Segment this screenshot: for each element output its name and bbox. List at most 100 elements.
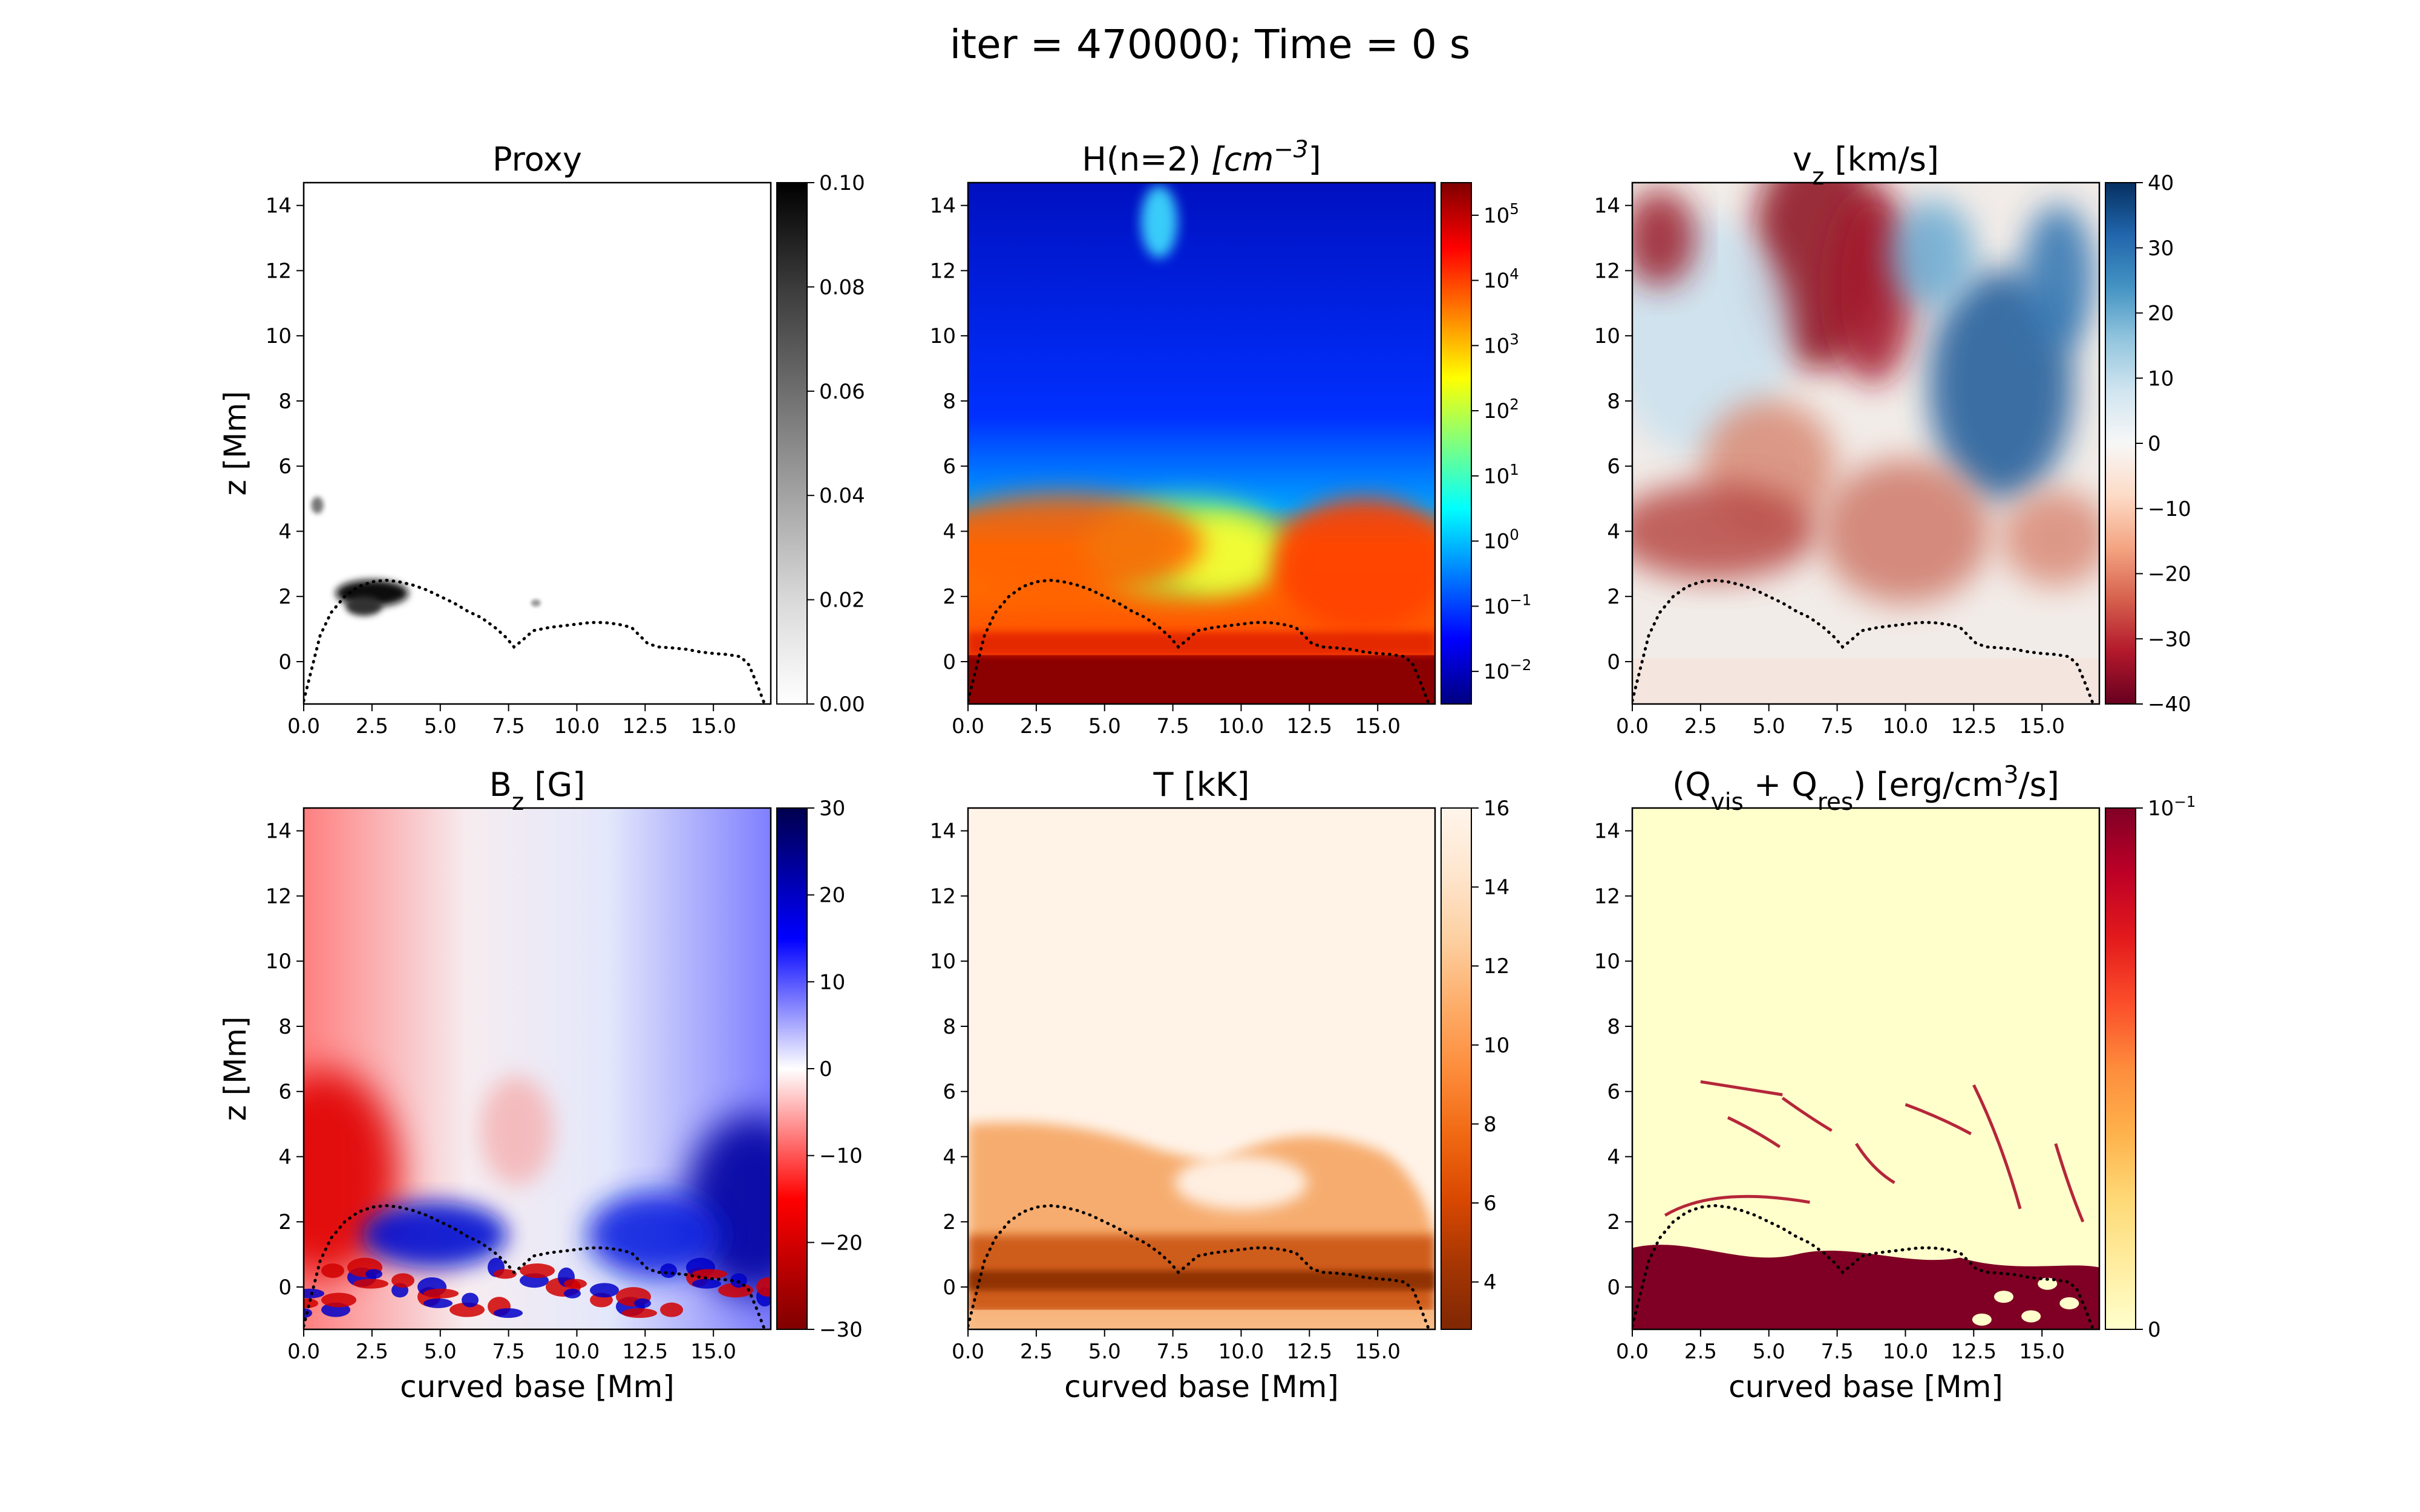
y-tick-label: 6	[278, 455, 292, 479]
colorbar-tick-label: −20	[2148, 562, 2191, 587]
panel-qheat: 0.0 2.5 5.0 7.5 10.0 12.5 15.0 0 2 4 6 8 10 12 14 (Qvis…	[1594, 761, 2196, 1405]
proxy-speck	[311, 497, 324, 514]
colorbar-tick-label: −40	[2148, 692, 2191, 717]
proxy-speck	[531, 599, 541, 607]
temp-title: T [kK]	[1153, 766, 1250, 804]
x-tick-label: 7.5	[1157, 1340, 1189, 1364]
bz-grain	[692, 1279, 721, 1289]
y-tick-label: 4	[1607, 520, 1620, 544]
bz-ylabel: z [Mm]	[218, 1017, 253, 1121]
hn2-base	[968, 655, 1435, 704]
proxy-colorbar	[776, 182, 808, 705]
qheat-background	[1632, 808, 2099, 1329]
y-tick-label: 6	[943, 1080, 956, 1104]
x-tick-label: 5.0	[1088, 714, 1121, 738]
vz-structure	[1632, 483, 1817, 580]
y-tick-label: 12	[266, 884, 292, 908]
y-tick-label: 10	[930, 324, 956, 348]
x-tick-label: 15.0	[690, 1340, 736, 1364]
y-tick-label: 2	[943, 585, 956, 609]
proxy-blob	[345, 596, 382, 616]
bz-grain	[462, 1292, 479, 1308]
x-tick-label: 7.5	[1157, 714, 1189, 738]
y-tick-label: 6	[1607, 1080, 1620, 1104]
qheat-current-sheet	[1972, 1084, 2022, 1210]
hn2-frame	[967, 181, 1436, 705]
hn2-arch	[1273, 497, 1435, 631]
colorbar-tick-label: 10	[1483, 1034, 1509, 1058]
bz-grain	[660, 1302, 683, 1317]
colorbar-tick-label: −30	[819, 1318, 863, 1342]
qheat-gap	[2059, 1297, 2079, 1309]
y-tick-label: 12	[1594, 259, 1620, 283]
x-tick-label: 12.5	[1286, 1340, 1332, 1364]
hn2-plume	[1141, 185, 1178, 258]
bz-grain	[494, 1269, 517, 1279]
y-tick-label: 6	[943, 455, 956, 479]
y-tick-label: 8	[278, 389, 292, 414]
temp-colorbar	[1441, 807, 1472, 1330]
bz-title: Bz [G]	[489, 766, 586, 816]
colorbar-tick-label: 4	[1483, 1271, 1497, 1295]
x-tick-label: 15.0	[2019, 1340, 2065, 1364]
colorbar-tick-label: 0.06	[819, 380, 865, 404]
hn2-title: H(n=2) [cm−3]	[1082, 136, 1321, 179]
y-tick-label: 4	[278, 1145, 292, 1169]
y-tick-label: 6	[1607, 455, 1620, 479]
proxy-background	[304, 183, 771, 704]
y-tick-label: 12	[266, 259, 292, 283]
y-tick-label: 8	[1607, 389, 1620, 414]
vz-base	[1632, 658, 2099, 704]
colorbar-tick-label: 105	[1483, 200, 1519, 228]
x-tick-label: 0.0	[287, 714, 320, 738]
temp-xlabel: curved base [Mm]	[1064, 1369, 1339, 1404]
bz-grain	[692, 1269, 727, 1279]
bz-grain	[564, 1288, 581, 1299]
y-tick-label: 2	[278, 585, 292, 609]
colorbar-tick-label: 10−1	[2148, 793, 2196, 821]
proxy-title: Proxy	[492, 140, 582, 178]
bz-grain	[365, 1269, 382, 1279]
bz-heatmap	[304, 808, 771, 1329]
bz-grain	[321, 1292, 356, 1308]
bz-grain	[634, 1298, 651, 1308]
colorbar-tick-label: 104	[1483, 265, 1519, 293]
qheat-current-sheet	[1727, 1116, 1781, 1149]
y-tick-label: 10	[266, 324, 292, 348]
qheat-title: (Qvis + Qres) [erg/cm3/s]	[1672, 761, 2059, 816]
vz-structure	[2022, 204, 2095, 350]
bz-frame	[302, 807, 772, 1331]
x-tick-label: 10.0	[1218, 1340, 1264, 1364]
y-tick-label: 0	[278, 1276, 292, 1300]
colorbar-tick-label: −30	[2148, 627, 2191, 651]
colorbar-tick-label: 0.10	[819, 171, 865, 195]
vz-structure	[2001, 489, 2099, 587]
colorbar-tick-label: 0.02	[819, 588, 865, 613]
y-tick-label: 0	[943, 650, 956, 674]
qheat-gap	[2038, 1277, 2058, 1290]
colorbar-tick-label: 20	[819, 884, 845, 908]
colorbar-tick-label: −10	[2148, 497, 2191, 521]
temp-hot-pocket	[1174, 1155, 1308, 1210]
colorbar-tick-label: 0.00	[819, 692, 865, 717]
x-tick-label: 10.0	[1218, 714, 1264, 738]
y-tick-label: 0	[278, 650, 292, 674]
colorbar-tick-label: 10	[2148, 367, 2174, 391]
x-tick-label: 2.5	[356, 1340, 388, 1364]
x-tick-label: 2.5	[1684, 714, 1717, 738]
qheat-frame	[1631, 807, 2101, 1331]
y-tick-label: 0	[1607, 650, 1620, 674]
x-tick-label: 15.0	[2019, 714, 2065, 738]
x-tick-label: 10.0	[554, 714, 600, 738]
colorbar-tick-label: 20	[2148, 302, 2174, 326]
bz-grain	[494, 1308, 523, 1318]
y-tick-label: 14	[930, 194, 956, 218]
x-tick-label: 0.0	[1616, 1340, 1649, 1364]
figure-title: iter = 470000; Time = 0 s	[950, 21, 1471, 68]
y-tick-label: 10	[930, 950, 956, 974]
proxy-heatmap	[304, 183, 771, 704]
temp-loop-trace	[968, 1204, 1430, 1329]
qheat-current-sheet	[1905, 1103, 1972, 1135]
y-tick-label: 12	[930, 259, 956, 283]
